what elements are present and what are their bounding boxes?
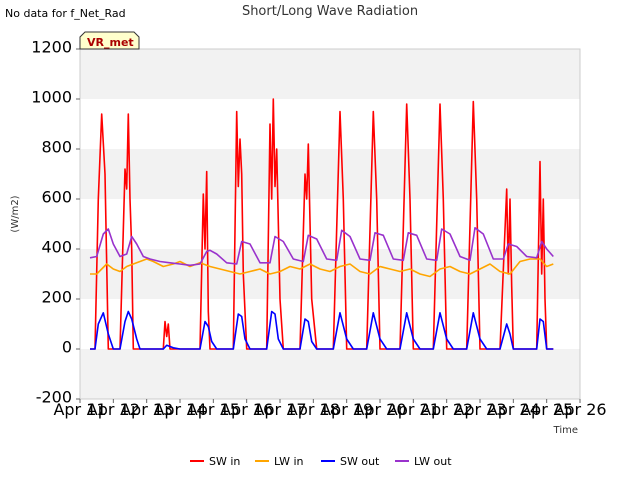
grid-band bbox=[80, 199, 580, 249]
x-tick-label: Apr 14 bbox=[153, 400, 206, 419]
legend: SW in LW in SW out LW out bbox=[190, 455, 452, 468]
legend-label: LW out bbox=[414, 455, 452, 468]
series-line-sw-out bbox=[90, 310, 554, 350]
y-tick-label: 200 bbox=[41, 288, 72, 307]
x-tick-label: Apr 22 bbox=[420, 400, 473, 419]
y-tick-label: 600 bbox=[41, 188, 72, 207]
x-tick-label: Apr 18 bbox=[287, 400, 340, 419]
x-tick-label: Apr 15 bbox=[187, 400, 240, 419]
site-badge: VR_met bbox=[79, 31, 140, 50]
y-tick-label: 1200 bbox=[31, 38, 72, 57]
grid-band bbox=[80, 99, 580, 149]
y-tick-label: -200 bbox=[36, 388, 72, 407]
series-line-lw-out bbox=[89, 227, 554, 267]
legend-label: SW in bbox=[209, 455, 240, 468]
chart-title: Short/Long Wave Radiation bbox=[242, 4, 418, 19]
x-tick-label: Apr 11 bbox=[53, 400, 106, 419]
grid-band bbox=[80, 349, 580, 399]
x-tick-label: Apr 13 bbox=[120, 400, 173, 419]
x-tick-label: Apr 26 bbox=[553, 400, 606, 419]
x-tick-label: Apr 24 bbox=[487, 400, 540, 419]
x-tick-label: Apr 19 bbox=[320, 400, 373, 419]
y-tick-label: 400 bbox=[41, 238, 72, 257]
plot-area bbox=[79, 48, 581, 400]
x-tick-label: Apr 21 bbox=[387, 400, 440, 419]
y-tick-label: 800 bbox=[41, 138, 72, 157]
badge-shape bbox=[79, 31, 140, 50]
plot-background-bands bbox=[80, 49, 580, 399]
y-tick-label: 0 bbox=[62, 338, 72, 357]
y-axis-ticks: -200 0 200 400 600 800 1000 1200 bbox=[31, 38, 80, 407]
x-tick-label: Apr 20 bbox=[353, 400, 406, 419]
x-tick-label: Apr 23 bbox=[453, 400, 506, 419]
y-tick-label: 1000 bbox=[31, 88, 72, 107]
grid-band bbox=[80, 249, 580, 299]
legend-label: SW out bbox=[340, 455, 380, 468]
x-tick-label: Apr 25 bbox=[520, 400, 573, 419]
y-axis-label: (W/m2) bbox=[10, 195, 21, 232]
no-data-note: No data for f_Net_Rad bbox=[5, 7, 126, 20]
x-axis-label: Time bbox=[553, 425, 578, 436]
grid-band bbox=[80, 149, 580, 199]
x-tick-label: Apr 17 bbox=[253, 400, 306, 419]
legend-label: LW in bbox=[274, 455, 304, 468]
x-tick-label: Apr 12 bbox=[87, 400, 140, 419]
grid-band bbox=[80, 299, 580, 349]
grid-band bbox=[80, 49, 580, 99]
x-tick-label: Apr 16 bbox=[220, 400, 273, 419]
badge-label: VR_met bbox=[87, 36, 134, 49]
series-layer bbox=[89, 98, 554, 350]
series-line-lw-in bbox=[90, 258, 554, 278]
